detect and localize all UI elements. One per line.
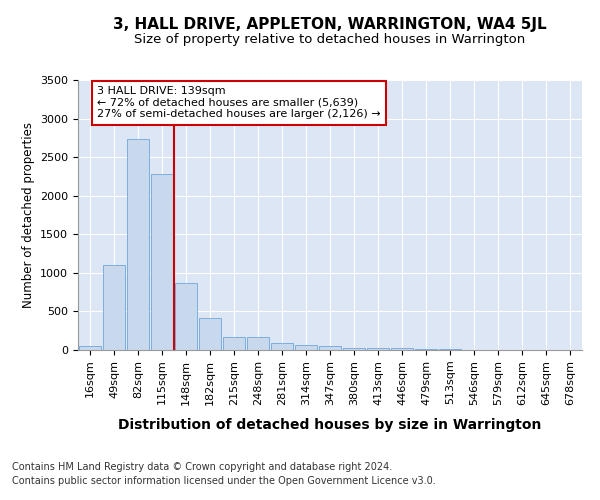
Text: Contains HM Land Registry data © Crown copyright and database right 2024.: Contains HM Land Registry data © Crown c… bbox=[12, 462, 392, 472]
Y-axis label: Number of detached properties: Number of detached properties bbox=[22, 122, 35, 308]
Bar bbox=[319, 346, 341, 350]
Text: 3, HALL DRIVE, APPLETON, WARRINGTON, WA4 5JL: 3, HALL DRIVE, APPLETON, WARRINGTON, WA4… bbox=[113, 18, 547, 32]
Text: Contains public sector information licensed under the Open Government Licence v3: Contains public sector information licen… bbox=[12, 476, 436, 486]
Bar bbox=[295, 346, 317, 350]
Bar bbox=[199, 318, 221, 350]
Bar bbox=[127, 140, 149, 350]
Bar bbox=[175, 283, 197, 350]
Text: 3 HALL DRIVE: 139sqm
← 72% of detached houses are smaller (5,639)
27% of semi-de: 3 HALL DRIVE: 139sqm ← 72% of detached h… bbox=[97, 86, 381, 120]
Bar bbox=[343, 348, 365, 350]
Bar bbox=[271, 343, 293, 350]
Bar bbox=[79, 346, 101, 350]
Bar bbox=[367, 348, 389, 350]
Bar bbox=[151, 174, 173, 350]
Bar bbox=[415, 349, 437, 350]
Text: Distribution of detached houses by size in Warrington: Distribution of detached houses by size … bbox=[118, 418, 542, 432]
Bar bbox=[391, 348, 413, 350]
Text: Size of property relative to detached houses in Warrington: Size of property relative to detached ho… bbox=[134, 32, 526, 46]
Bar bbox=[247, 338, 269, 350]
Bar bbox=[103, 265, 125, 350]
Bar bbox=[223, 336, 245, 350]
